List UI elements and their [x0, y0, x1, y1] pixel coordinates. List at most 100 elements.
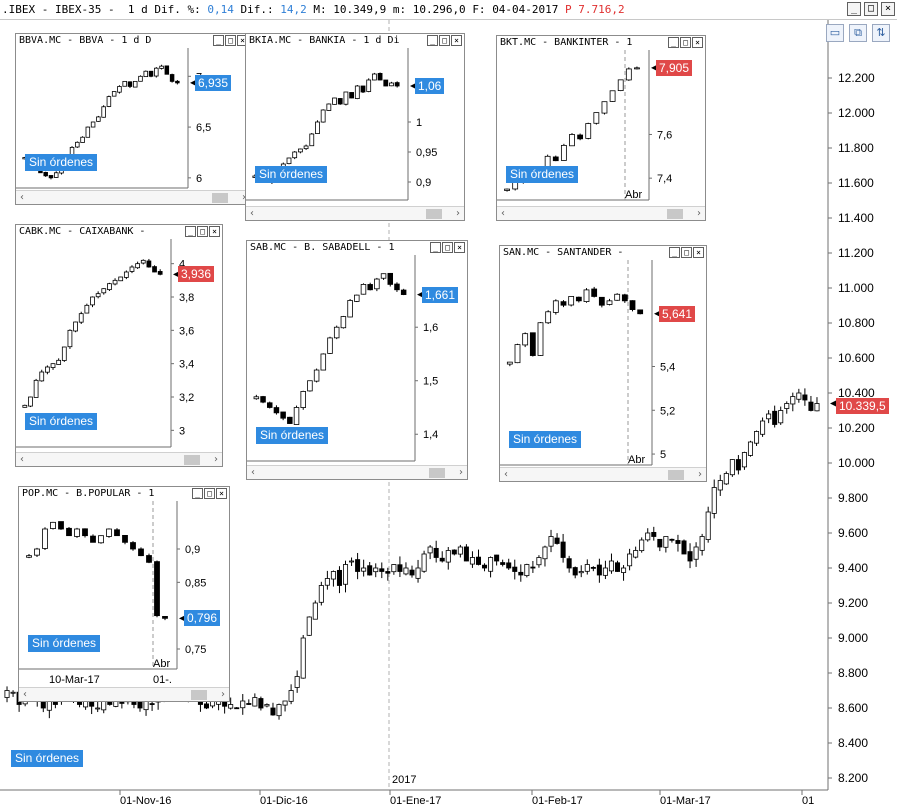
mini-chart-title[interactable]: CABK.MC - CAIXABANK -: [16, 225, 222, 239]
mini-chart-title[interactable]: BKIA.MC - BANKIA - 1 d Di: [246, 34, 464, 48]
mini-candle: [545, 310, 552, 324]
mini-candle: [111, 91, 117, 97]
minimize-icon[interactable]: _: [669, 247, 680, 258]
scroll-left-icon[interactable]: ‹: [504, 469, 508, 480]
p-label: P: [565, 3, 572, 16]
price-arrow-icon: [410, 83, 416, 89]
restore-icon[interactable]: □: [680, 37, 691, 48]
minimize-icon[interactable]: _: [427, 35, 438, 46]
main-candle: [614, 560, 621, 572]
close-icon[interactable]: ×: [454, 242, 465, 253]
mini-chart-window[interactable]: BKT.MC - BANKINTER - 1_□×7,67,410-Mar-17…: [496, 35, 706, 221]
mini-horizontal-scrollbar[interactable]: ‹ ›: [497, 206, 705, 220]
main-status-badge: Sin órdenes: [11, 750, 84, 767]
restore-icon[interactable]: □: [204, 488, 215, 499]
mini-candle: [360, 85, 366, 94]
mini-candle: [140, 259, 146, 265]
restore-icon[interactable]: □: [442, 242, 453, 253]
mini-chart-window[interactable]: POP.MC - B.POPULAR - 1 _ □ × 0,9 0,85 0,75 10-M…: [18, 486, 230, 702]
minimize-icon[interactable]: _: [185, 226, 196, 237]
scroll-right-icon[interactable]: ›: [456, 208, 460, 219]
restore-icon[interactable]: □: [225, 35, 236, 46]
close-icon[interactable]: ×: [216, 488, 227, 499]
scroll-right-icon[interactable]: ›: [698, 469, 702, 480]
mini-horizontal-scrollbar[interactable]: ‹ ›: [19, 687, 229, 701]
copy-icon[interactable]: ⧉: [849, 24, 867, 42]
mini-chart-title[interactable]: SAN.MC - SANTANDER -: [500, 246, 706, 260]
mini-candle: [287, 416, 293, 424]
close-icon[interactable]: ×: [693, 247, 704, 258]
main-candle: [548, 529, 554, 553]
mini-chart-window[interactable]: BKIA.MC - BANKIA - 1 d Di_□× 10,950,901-M…: [245, 33, 465, 221]
scroll-right-icon[interactable]: ›: [697, 208, 701, 219]
mini-chart-window[interactable]: BBVA.MC - BBVA - 1 d D_□×76,56-1701-Mar-…: [15, 33, 251, 205]
minimize-icon[interactable]: _: [668, 37, 679, 48]
mini-chart-title[interactable]: SAB.MC - B. SABADELL - 1: [247, 241, 467, 255]
scroll-left-icon[interactable]: ‹: [250, 208, 254, 219]
minimize-icon[interactable]: _: [430, 242, 441, 253]
top-info-bar: .IBEX - IBEX-35 - 1 d Dif. %: 0,14 Dif.:…: [0, 0, 897, 20]
mini-candle: [529, 332, 536, 357]
close-icon[interactable]: ×: [451, 35, 462, 46]
y-tick-label: 12.200: [838, 71, 875, 85]
scroll-left-icon[interactable]: ‹: [20, 454, 24, 465]
mini-candle: [371, 72, 377, 81]
mini-chart-title[interactable]: BBVA.MC - BBVA - 1 d D: [16, 34, 250, 48]
restore-icon[interactable]: □: [439, 35, 450, 46]
sort-icon[interactable]: ⇅: [872, 24, 890, 42]
mini-candle: [42, 527, 48, 550]
scroll-left-icon[interactable]: ‹: [20, 192, 24, 203]
mini-y-tick-label: 6,5: [196, 122, 211, 134]
mini-chart-title[interactable]: BKT.MC - BANKINTER - 1: [497, 36, 705, 50]
mini-horizontal-scrollbar[interactable]: ‹ ›: [16, 452, 222, 466]
scroll-right-icon[interactable]: ›: [214, 454, 218, 465]
mini-y-tick-label: 5,4: [660, 362, 675, 374]
mini-candle: [118, 276, 124, 282]
restore-icon[interactable]: □: [681, 247, 692, 258]
mini-chart-plot[interactable]: 0,9 0,85 0,75 10-Mar-17 01-. Abr: [19, 501, 230, 689]
scroll-right-icon[interactable]: ›: [459, 467, 463, 478]
mini-horizontal-scrollbar[interactable]: ‹ ›: [16, 190, 250, 204]
mini-candle: [522, 332, 529, 348]
scroll-thumb[interactable]: [184, 455, 200, 465]
scroll-thumb[interactable]: [212, 193, 228, 203]
mini-chart-title[interactable]: POP.MC - B.POPULAR - 1: [19, 487, 229, 501]
mini-chart-window[interactable]: SAN.MC - SANTANDER -_□× 5,45,2510-Mar-170…: [499, 245, 707, 482]
price-arrow-icon: [417, 291, 423, 298]
main-candle: [518, 564, 524, 582]
scroll-right-icon[interactable]: ›: [242, 192, 246, 203]
restore-icon[interactable]: □: [197, 226, 208, 237]
scroll-right-icon[interactable]: ›: [221, 689, 225, 700]
scroll-left-icon[interactable]: ‹: [501, 208, 505, 219]
minimize-icon[interactable]: _: [847, 2, 861, 16]
mini-chart-window[interactable]: SAB.MC - B. SABADELL - 1_□×1,61,51,41701…: [246, 240, 468, 480]
restore-icon[interactable]: □: [864, 2, 878, 16]
mini-chart-window[interactable]: CABK.MC - CAIXABANK -_□× 43,83,63,43,2301…: [15, 224, 223, 467]
close-icon[interactable]: ×: [881, 2, 895, 16]
scroll-thumb[interactable]: [191, 690, 207, 700]
mini-horizontal-scrollbar[interactable]: ‹ ›: [247, 465, 467, 479]
mini-y-tick-label: 1,6: [423, 322, 438, 334]
main-candle: [276, 703, 282, 720]
close-icon[interactable]: ×: [209, 226, 220, 237]
scroll-thumb[interactable]: [429, 468, 445, 478]
minimize-icon[interactable]: _: [213, 35, 224, 46]
mini-candle: [313, 368, 320, 383]
mini-candle: [157, 269, 163, 276]
scroll-left-icon[interactable]: ‹: [251, 467, 255, 478]
scroll-thumb[interactable]: [426, 209, 442, 219]
scroll-thumb[interactable]: [668, 470, 684, 480]
mini-candle: [387, 272, 394, 287]
mini-horizontal-scrollbar[interactable]: ‹ ›: [500, 467, 706, 481]
autoscale-icon[interactable]: ▭: [826, 24, 844, 42]
close-icon[interactable]: ×: [692, 37, 703, 48]
mini-window-controls: _ □ ×: [213, 35, 248, 46]
y-tick-label: 9.400: [838, 561, 868, 575]
scroll-thumb[interactable]: [667, 209, 683, 219]
scroll-left-icon[interactable]: ‹: [23, 689, 27, 700]
mini-horizontal-scrollbar[interactable]: ‹ ›: [246, 206, 464, 220]
minimize-icon[interactable]: _: [192, 488, 203, 499]
